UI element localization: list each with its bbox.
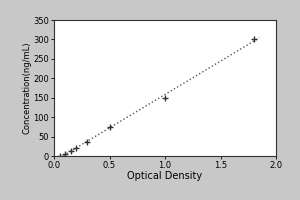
Y-axis label: Concentration(ng/mL): Concentration(ng/mL) bbox=[23, 42, 32, 134]
X-axis label: Optical Density: Optical Density bbox=[128, 171, 202, 181]
